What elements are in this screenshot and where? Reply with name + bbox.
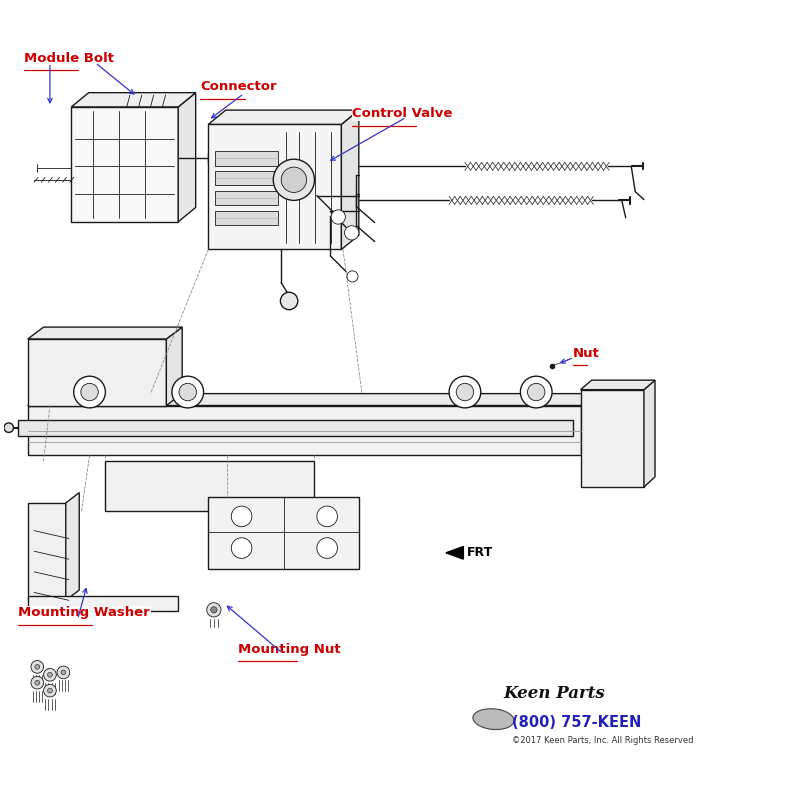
Polygon shape bbox=[208, 110, 359, 124]
Circle shape bbox=[345, 226, 359, 240]
Circle shape bbox=[231, 538, 252, 558]
Polygon shape bbox=[66, 493, 79, 600]
Circle shape bbox=[449, 376, 481, 408]
Circle shape bbox=[317, 506, 338, 527]
Text: Connector: Connector bbox=[201, 81, 277, 93]
Circle shape bbox=[81, 383, 98, 401]
Circle shape bbox=[172, 376, 203, 408]
Polygon shape bbox=[214, 151, 278, 166]
Circle shape bbox=[31, 661, 44, 673]
Polygon shape bbox=[644, 380, 655, 487]
Ellipse shape bbox=[473, 709, 514, 729]
Circle shape bbox=[47, 672, 52, 677]
Polygon shape bbox=[342, 110, 359, 249]
Polygon shape bbox=[581, 390, 644, 487]
Text: Nut: Nut bbox=[573, 347, 599, 360]
Circle shape bbox=[231, 506, 252, 527]
Text: Control Valve: Control Valve bbox=[353, 108, 453, 120]
Text: Mounting Washer: Mounting Washer bbox=[18, 607, 150, 619]
Circle shape bbox=[527, 383, 545, 401]
Circle shape bbox=[179, 383, 197, 401]
Polygon shape bbox=[446, 546, 463, 559]
Circle shape bbox=[281, 292, 298, 310]
Text: FRT: FRT bbox=[467, 546, 494, 559]
Circle shape bbox=[206, 603, 221, 617]
Polygon shape bbox=[208, 497, 359, 569]
Polygon shape bbox=[28, 394, 593, 406]
Circle shape bbox=[317, 538, 338, 558]
Text: (800) 757-KEEN: (800) 757-KEEN bbox=[513, 715, 642, 729]
Polygon shape bbox=[71, 107, 178, 222]
Circle shape bbox=[331, 210, 346, 224]
Circle shape bbox=[282, 167, 306, 192]
Circle shape bbox=[31, 676, 44, 689]
Polygon shape bbox=[166, 327, 182, 406]
Text: Module Bolt: Module Bolt bbox=[24, 52, 114, 65]
Circle shape bbox=[44, 668, 56, 681]
Polygon shape bbox=[106, 461, 314, 511]
Polygon shape bbox=[28, 596, 178, 611]
Polygon shape bbox=[581, 380, 655, 390]
Circle shape bbox=[47, 688, 52, 693]
Polygon shape bbox=[178, 93, 196, 222]
Circle shape bbox=[61, 670, 66, 675]
Text: Mounting Nut: Mounting Nut bbox=[238, 643, 340, 656]
Circle shape bbox=[456, 383, 474, 401]
Polygon shape bbox=[71, 93, 196, 107]
Circle shape bbox=[520, 376, 552, 408]
Circle shape bbox=[35, 664, 40, 669]
Polygon shape bbox=[28, 503, 66, 600]
Polygon shape bbox=[214, 171, 278, 185]
Circle shape bbox=[347, 271, 358, 282]
Polygon shape bbox=[28, 406, 581, 455]
Polygon shape bbox=[18, 420, 573, 436]
Text: ©2017 Keen Parts, Inc. All Rights Reserved: ©2017 Keen Parts, Inc. All Rights Reserv… bbox=[513, 736, 694, 745]
Circle shape bbox=[57, 666, 70, 679]
Polygon shape bbox=[28, 339, 166, 406]
Polygon shape bbox=[214, 211, 278, 225]
Circle shape bbox=[74, 376, 106, 408]
Circle shape bbox=[35, 680, 40, 685]
Circle shape bbox=[210, 607, 217, 613]
Text: Keen Parts: Keen Parts bbox=[503, 684, 605, 702]
Polygon shape bbox=[28, 327, 182, 339]
Polygon shape bbox=[214, 191, 278, 205]
Circle shape bbox=[274, 159, 314, 200]
Circle shape bbox=[44, 684, 56, 697]
Circle shape bbox=[4, 423, 14, 432]
Polygon shape bbox=[208, 124, 342, 249]
